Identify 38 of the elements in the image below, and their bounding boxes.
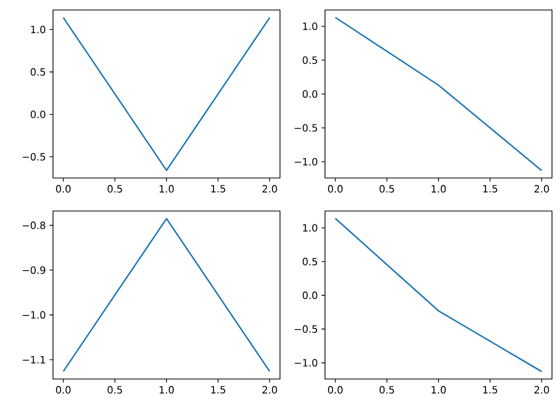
x-tick-label: 2.0 [262, 185, 277, 193]
x-tick-label: 1.5 [483, 185, 498, 192]
x-tick-label: 2.0 [534, 185, 549, 193]
y-tick-label: −0.5 [22, 152, 46, 161]
x-tick-label: 1.0 [432, 185, 446, 193]
y-tick-label: 1.0 [303, 224, 318, 232]
y-tick-label: 1.0 [303, 22, 318, 30]
x-tick-label: 2.0 [534, 386, 549, 394]
y-tick-label: 0.0 [302, 292, 318, 300]
y-tick-label: 0.5 [30, 68, 46, 76]
x-tick-label: 1.0 [432, 386, 446, 394]
y-tick-label: 0.0 [30, 110, 46, 118]
x-tick-label: 0.5 [380, 185, 394, 193]
y-tick-label: 1.0 [31, 26, 46, 34]
y-tick-label: 0.5 [302, 56, 318, 64]
y-tick-label: −0.9 [22, 266, 46, 274]
y-tick-label: −1.0 [294, 158, 318, 166]
y-tick-label: −0.8 [22, 222, 46, 230]
y-tick-label: −1.1 [22, 356, 46, 364]
x-tick-label: 1.0 [160, 386, 174, 394]
y-tick-label: 0.5 [302, 258, 318, 266]
x-tick-label: 1.0 [160, 185, 174, 193]
x-tick-label: 0.0 [56, 386, 71, 394]
x-tick-label: 0.5 [380, 386, 394, 394]
y-tick-label: 0.0 [302, 90, 318, 98]
y-tick-label: −0.5 [294, 124, 318, 132]
x-tick-label: 1.5 [211, 185, 226, 192]
x-tick-label: 1.5 [211, 386, 226, 394]
y-tick-label: −1.0 [294, 359, 318, 367]
y-tick-label: −0.5 [294, 325, 318, 333]
y-tick-label: −1.0 [22, 311, 46, 319]
x-tick-label: 0.5 [108, 386, 122, 394]
x-tick-label: 1.5 [483, 386, 498, 394]
x-tick-label: 0.0 [328, 185, 343, 193]
x-tick-label: 2.0 [262, 386, 277, 394]
x-tick-label: 0.0 [56, 185, 71, 193]
x-tick-label: 0.5 [108, 185, 122, 193]
x-tick-label: 0.0 [328, 386, 343, 394]
